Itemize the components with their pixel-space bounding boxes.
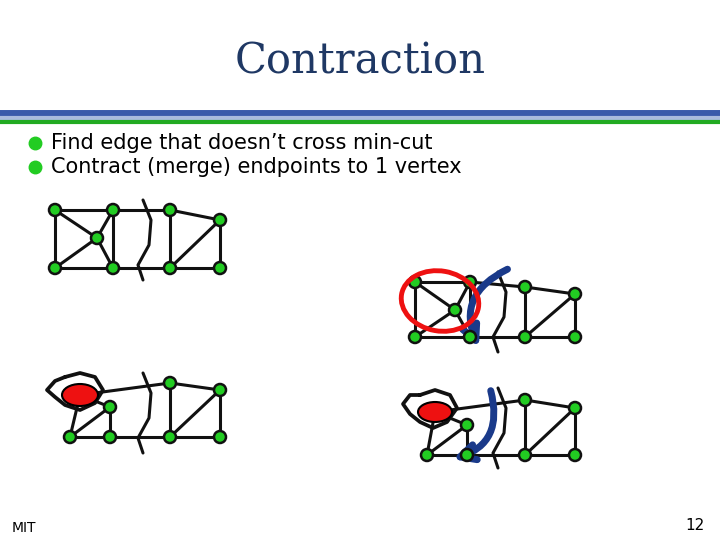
Circle shape [569,288,581,300]
Circle shape [519,449,531,461]
Circle shape [91,232,103,244]
Circle shape [409,276,421,288]
Circle shape [519,331,531,343]
Circle shape [464,276,476,288]
Ellipse shape [62,384,98,406]
Text: Contract (merge) endpoints to 1 vertex: Contract (merge) endpoints to 1 vertex [51,157,462,177]
Circle shape [519,281,531,293]
Circle shape [214,262,226,274]
Ellipse shape [418,402,452,422]
Text: 12: 12 [685,517,705,532]
Circle shape [421,449,433,461]
Circle shape [107,204,119,216]
Circle shape [449,304,461,316]
Circle shape [164,262,176,274]
Circle shape [569,402,581,414]
Circle shape [214,214,226,226]
Circle shape [461,419,473,431]
Circle shape [107,262,119,274]
Circle shape [214,384,226,396]
Circle shape [464,331,476,343]
Circle shape [49,262,61,274]
Text: Find edge that doesn’t cross min-cut: Find edge that doesn’t cross min-cut [51,133,433,153]
Circle shape [461,449,473,461]
Text: MIT: MIT [12,521,37,535]
Circle shape [569,331,581,343]
Circle shape [214,431,226,443]
Circle shape [519,394,531,406]
Circle shape [164,204,176,216]
Circle shape [164,377,176,389]
Text: Contraction: Contraction [235,41,485,83]
Circle shape [569,449,581,461]
Circle shape [64,431,76,443]
Circle shape [409,331,421,343]
Circle shape [164,431,176,443]
Circle shape [49,204,61,216]
Circle shape [104,401,116,413]
Circle shape [104,431,116,443]
